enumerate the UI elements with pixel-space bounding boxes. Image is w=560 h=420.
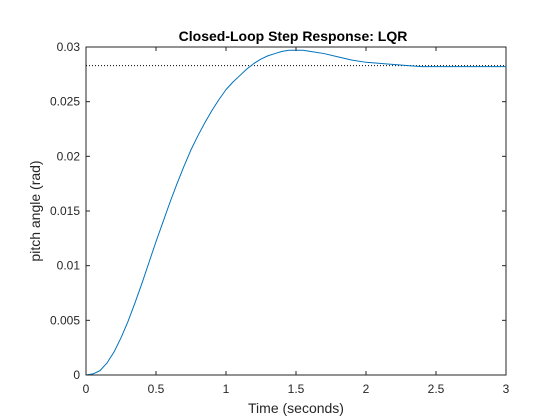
x-tick-label: 1.5	[288, 382, 305, 396]
plot-area: 0 0.5 1 1.5 2 2.5 3 0 0.005 0.01 0.015 0.02 0.025 0.0…	[50, 40, 510, 396]
y-tick-label: 0.005	[50, 313, 80, 327]
chart-title: Closed-Loop Step Response: LQR	[179, 28, 408, 44]
x-tick-label: 1	[223, 382, 230, 396]
y-axis-label: pitch angle (rad)	[27, 160, 43, 261]
x-tick-label: 0.5	[148, 382, 165, 396]
y-tick-label: 0.02	[57, 149, 81, 163]
axes-box	[85, 46, 507, 376]
y-tick-label: 0.015	[50, 204, 80, 218]
y-tick-label: 0.01	[57, 259, 81, 273]
x-axis-label: Time (seconds)	[248, 400, 344, 416]
x-tick-label: 3	[503, 382, 510, 396]
x-tick-label: 0	[83, 382, 90, 396]
step-response-series-line	[85, 49, 507, 376]
y-tick-label: 0.025	[50, 95, 80, 109]
ticks-layer: 0 0.5 1 1.5 2 2.5 3 0 0.005 0.01 0.015 0.02 0.025 0.0…	[50, 40, 510, 396]
x-tick-label: 2	[363, 382, 370, 396]
y-tick-label: 0	[73, 368, 80, 382]
series-layer	[85, 49, 507, 376]
y-tick-label: 0.03	[57, 40, 81, 54]
x-tick-label: 2.5	[428, 382, 445, 396]
